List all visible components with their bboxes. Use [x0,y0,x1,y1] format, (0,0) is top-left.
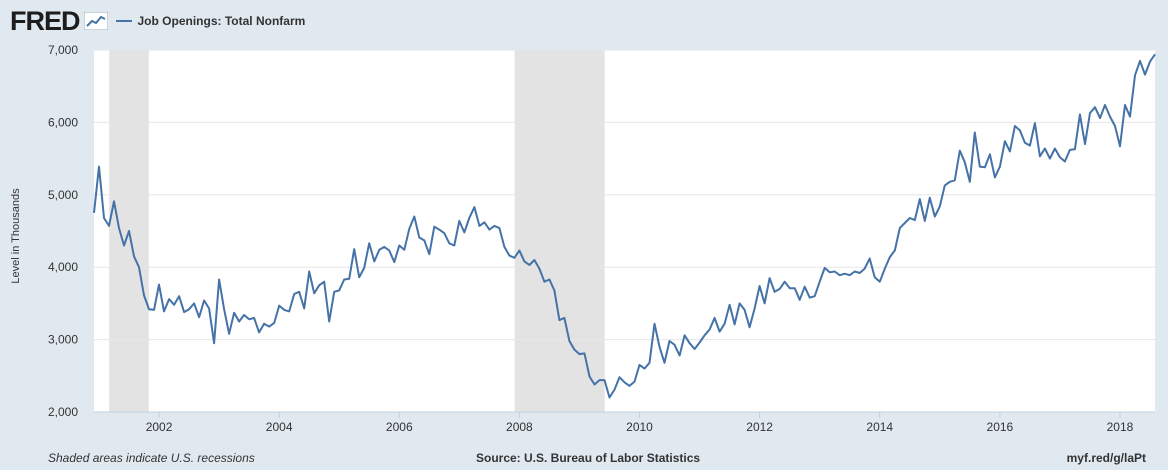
x-tick-label-2004: 2004 [266,420,293,434]
x-tick-label-2010: 2010 [626,420,653,434]
fred-logo[interactable]: FRED [10,5,80,36]
x-tick-label-2014: 2014 [866,420,893,434]
y-axis-title: Level in Thousands [6,188,26,283]
plot-area [94,50,1155,412]
x-tick-label-2018: 2018 [1107,420,1134,434]
y-tick-label-4000: 4,000 [48,260,78,274]
y-tick-label-7000: 7,000 [48,43,78,57]
source-note: Source: U.S. Bureau of Labor Statistics [476,451,701,465]
y-axis-title-text: Level in Thousands [10,188,22,284]
fred-trend-icon [83,12,108,30]
recession-band-2 [514,50,605,412]
series-line-1 [93,53,1156,399]
y-tick-label-5000: 5,000 [48,188,78,202]
y-tick-label-6000: 6,000 [48,115,78,129]
x-tick-label-2012: 2012 [746,420,773,434]
recession-note: Shaded areas indicate U.S. recessions [48,451,255,465]
y-tick-label-2000: 2,000 [48,405,78,419]
x-tick-label-2008: 2008 [506,420,533,434]
short-link[interactable]: myf.red/g/laPt [1066,451,1146,465]
x-tick-label-2006: 2006 [386,420,413,434]
x-tick-label-2016: 2016 [987,420,1014,434]
chart-header: FRED Job Openings: Total Nonfarm [10,6,305,36]
series-legend[interactable]: Job Openings: Total Nonfarm [115,14,306,28]
legend-label: Job Openings: Total Nonfarm [137,14,306,28]
x-tick-label-2002: 2002 [146,420,173,434]
y-tick-label-3000: 3,000 [48,333,78,347]
legend-swatch [115,20,132,22]
